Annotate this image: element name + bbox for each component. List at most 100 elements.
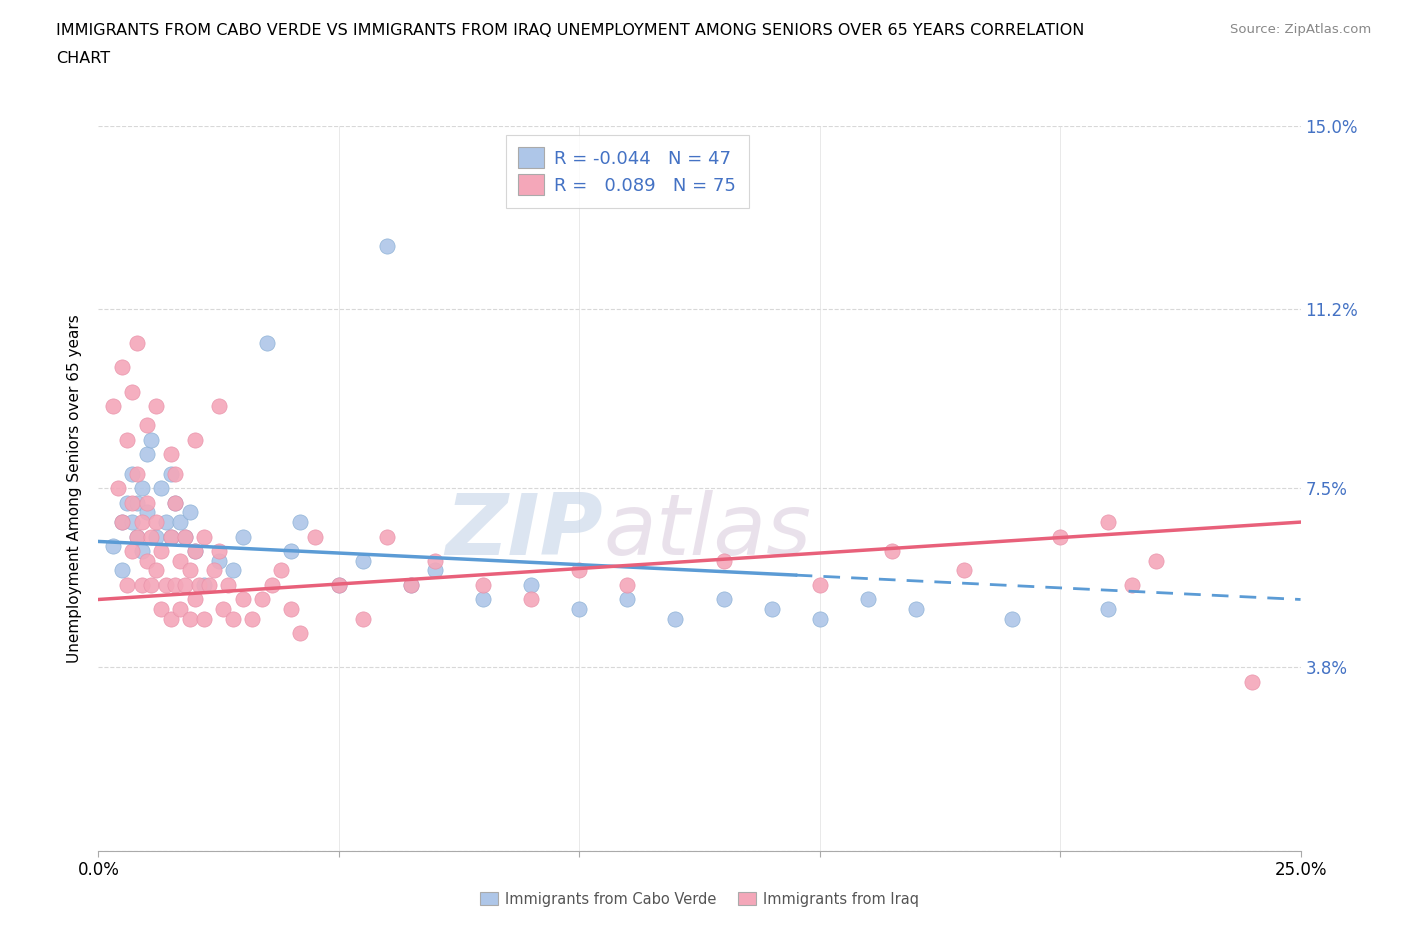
Point [149,602,172,617]
Point [328,578,350,592]
Point [135,496,157,511]
Point [125,336,148,351]
Point [375,239,398,254]
Y-axis label: Unemployment Among Seniors over 65 years: Unemployment Among Seniors over 65 years [67,314,83,663]
Point [808,611,831,626]
Point [131,481,153,496]
Point [169,514,191,529]
Point [179,563,201,578]
Point [111,514,134,529]
Point [101,538,124,553]
Text: CHART: CHART [56,51,110,66]
Point [135,505,157,520]
Point [159,529,181,544]
Point [713,553,735,568]
Point [135,418,157,432]
Point [121,466,143,481]
Point [145,563,167,578]
Point [179,505,201,520]
Point [202,563,225,578]
Point [328,578,350,592]
Point [125,529,148,544]
Text: Source: ZipAtlas.com: Source: ZipAtlas.com [1230,23,1371,36]
Point [159,447,181,462]
Point [520,592,543,607]
Point [217,578,239,592]
Point [232,592,254,607]
Point [208,399,231,414]
Point [193,578,215,592]
Point [174,529,197,544]
Point [808,578,831,592]
Point [1001,611,1024,626]
Point [208,544,231,559]
Point [280,602,302,617]
Point [1049,529,1071,544]
Point [159,529,181,544]
Point [135,447,157,462]
Point [125,529,148,544]
Point [1241,674,1264,689]
Point [856,592,879,607]
Point [111,360,134,375]
Point [880,544,903,559]
Point [208,553,231,568]
Point [713,592,735,607]
Point [375,529,398,544]
Point [616,578,638,592]
Point [1121,578,1143,592]
Point [165,496,187,511]
Point [198,578,221,592]
Point [304,529,326,544]
Point [117,578,139,592]
Point [568,563,591,578]
Point [250,592,273,607]
Point [183,544,205,559]
Point [1097,602,1119,617]
Point [953,563,976,578]
Point [240,611,263,626]
Point [117,432,139,447]
Point [1144,553,1167,568]
Point [141,432,163,447]
Point [107,481,129,496]
Point [212,602,235,617]
Point [260,578,283,592]
Point [222,563,245,578]
Point [256,336,278,351]
Point [183,432,205,447]
Text: ZIP: ZIP [446,490,603,573]
Point [352,553,374,568]
Legend: Immigrants from Cabo Verde, Immigrants from Iraq: Immigrants from Cabo Verde, Immigrants f… [474,886,925,912]
Point [174,578,197,592]
Point [125,496,148,511]
Point [270,563,292,578]
Point [131,544,153,559]
Text: atlas: atlas [603,490,811,573]
Point [616,592,638,607]
Point [149,481,172,496]
Point [169,553,191,568]
Point [155,514,177,529]
Point [193,611,215,626]
Point [232,529,254,544]
Point [169,602,191,617]
Point [121,544,143,559]
Point [149,544,172,559]
Point [399,578,422,592]
Point [1097,514,1119,529]
Point [904,602,927,617]
Point [121,514,143,529]
Point [121,496,143,511]
Point [352,611,374,626]
Point [222,611,245,626]
Point [399,578,422,592]
Point [145,529,167,544]
Point [141,529,163,544]
Point [111,514,134,529]
Point [761,602,783,617]
Point [423,563,446,578]
Point [179,611,201,626]
Point [520,578,543,592]
Point [183,544,205,559]
